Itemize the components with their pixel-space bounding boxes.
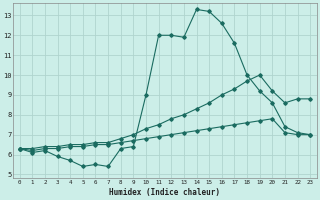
X-axis label: Humidex (Indice chaleur): Humidex (Indice chaleur) (109, 188, 220, 197)
